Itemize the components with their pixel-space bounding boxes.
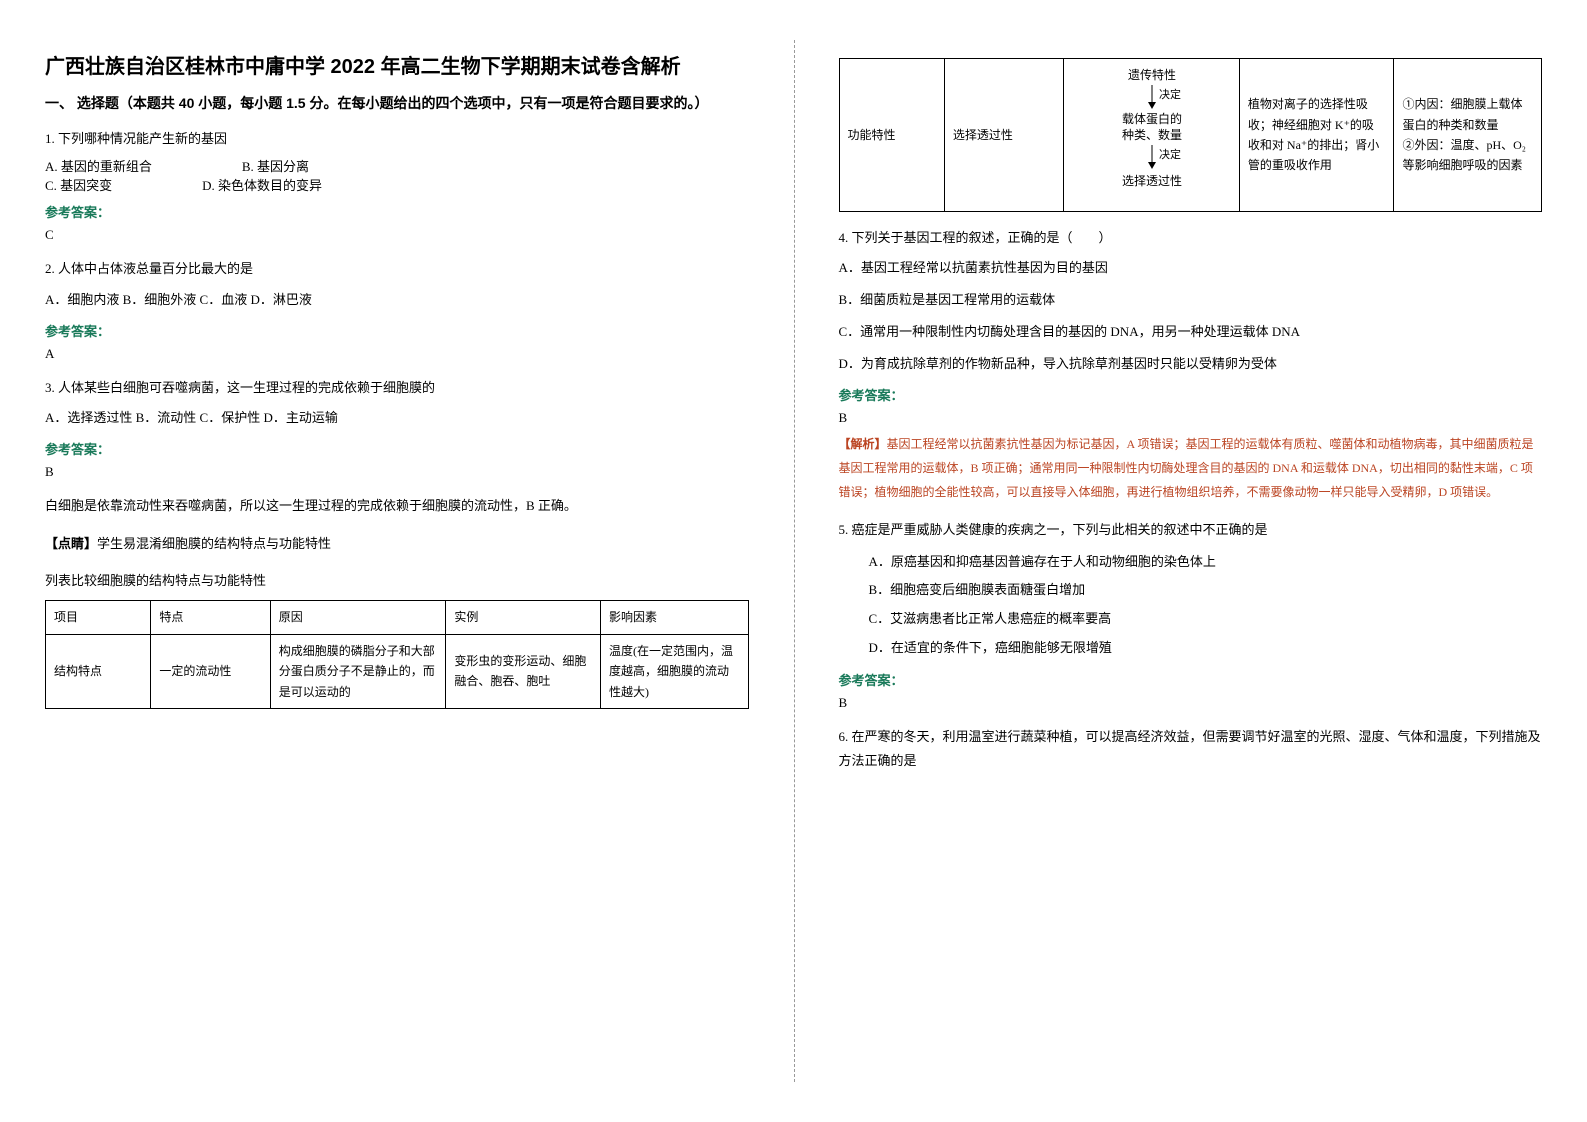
q3-tip-label: 【点睛】 [45, 536, 97, 551]
q1-answer: C [45, 227, 749, 243]
svg-text:种类、数量: 种类、数量 [1122, 127, 1182, 142]
table-header-row: 项目 特点 原因 实例 影响因素 [46, 601, 749, 634]
cell-structure-factor: 温度(在一定范围内，温度越高，细胞膜的流动性越大) [600, 634, 748, 708]
table-row-function: 功能特性 选择透过性 遗传特性 决定 载体蛋白的 种类、数量 决定 选择透过性 … [839, 59, 1542, 212]
svg-text:决定: 决定 [1159, 147, 1181, 161]
q5-opt-b: B．细胞癌变后细胞膜表面糖蛋白增加 [839, 576, 1543, 605]
section-heading: 一、 选择题（本题共 40 小题，每小题 1.5 分。在每小题给出的四个选项中，… [45, 93, 749, 113]
th-factor: 影响因素 [600, 601, 748, 634]
q2-answer: A [45, 346, 749, 362]
q2-answer-label: 参考答案： [45, 321, 749, 340]
q6-stem: 6. 在严寒的冬天，利用温室进行蔬菜种植，可以提高经济效益，但需要调节好温室的光… [839, 725, 1543, 772]
cell-func-reason: 遗传特性 决定 载体蛋白的 种类、数量 决定 选择透过性 [1064, 59, 1240, 212]
q4-explain-label: 【解析】 [839, 437, 887, 451]
q3-stem: 3. 人体某些白细胞可吞噬病菌，这一生理过程的完成依赖于细胞膜的 [45, 376, 749, 399]
arrow-diagram-icon: 遗传特性 决定 载体蛋白的 种类、数量 决定 选择透过性 [1097, 65, 1207, 205]
q4-answer-label: 参考答案： [839, 385, 1543, 404]
membrane-table-part2: 功能特性 选择透过性 遗传特性 决定 载体蛋白的 种类、数量 决定 选择透过性 … [839, 58, 1543, 212]
q4-explain-text: 基因工程经常以抗菌素抗性基因为标记基因，A 项错误；基因工程的运载体有质粒、噬菌… [839, 437, 1534, 499]
q4-stem: 4. 下列关于基因工程的叙述，正确的是（ ） [839, 226, 1543, 249]
svg-text:遗传特性: 遗传特性 [1128, 67, 1176, 82]
table-row-structure: 结构特点 一定的流动性 构成细胞膜的磷脂分子和大部分蛋白质分子不是静止的，而是可… [46, 634, 749, 708]
left-column: 广西壮族自治区桂林市中庸中学 2022 年高二生物下学期期末试卷含解析 一、 选… [0, 0, 794, 1122]
cell-structure-item: 结构特点 [46, 634, 151, 708]
q5-stem: 5. 癌症是严重威胁人类健康的疾病之一，下列与此相关的叙述中不正确的是 [839, 518, 1543, 541]
cell-structure-reason: 构成细胞膜的磷脂分子和大部分蛋白质分子不是静止的，而是可以运动的 [270, 634, 446, 708]
q1-options-row2: C. 基因突变 D. 染色体数目的变异 [45, 175, 749, 194]
cell-func-item: 功能特性 [839, 59, 944, 212]
q2-stem: 2. 人体中占体液总量百分比最大的是 [45, 257, 749, 280]
q4-opt-b: B．细菌质粒是基因工程常用的运载体 [839, 287, 1543, 313]
q3-tip-text: 学生易混淆细胞膜的结构特点与功能特性 [97, 536, 331, 551]
q4-answer: B [839, 410, 1543, 426]
q5-opt-d: D．在适宜的条件下，癌细胞能够无限增殖 [839, 634, 1543, 663]
cell-func-factor: ①内因：细胞膜上载体蛋白的种类和数量 ②外因：温度、pH、O₂等影响细胞呼吸的因… [1394, 59, 1542, 212]
q3-tip: 【点睛】学生易混淆细胞膜的结构特点与功能特性 [45, 532, 749, 555]
cell-func-example: 植物对离子的选择性吸收；神经细胞对 K⁺的吸收和对 Na⁺的排出；肾小管的重吸收… [1239, 59, 1394, 212]
q3-options: A．选择透过性 B．流动性 C．保护性 D．主动运输 [45, 405, 749, 431]
q2-options: A．细胞内液 B．细胞外液 C．血液 D．淋巴液 [45, 287, 749, 313]
svg-text:决定: 决定 [1159, 87, 1181, 101]
q3-answer-label: 参考答案： [45, 439, 749, 458]
th-reason: 原因 [270, 601, 446, 634]
th-example: 实例 [446, 601, 601, 634]
q4-explain: 【解析】基因工程经常以抗菌素抗性基因为标记基因，A 项错误；基因工程的运载体有质… [839, 432, 1543, 504]
svg-text:选择透过性: 选择透过性 [1122, 174, 1182, 188]
q4-opt-d: D．为育成抗除草剂的作物新品种，导入抗除草剂基因时只能以受精卵为受体 [839, 351, 1543, 377]
exam-title: 广西壮族自治区桂林市中庸中学 2022 年高二生物下学期期末试卷含解析 [45, 50, 749, 79]
th-item: 项目 [46, 601, 151, 634]
th-feature: 特点 [151, 601, 270, 634]
q3-note: 白细胞是依靠流动性来吞噬病菌，所以这一生理过程的完成依赖于细胞膜的流动性，B 正… [45, 494, 749, 517]
membrane-table-part1: 项目 特点 原因 实例 影响因素 结构特点 一定的流动性 构成细胞膜的磷脂分子和… [45, 600, 749, 709]
q1-opt-a: A. 基因的重新组合 [45, 156, 152, 175]
q1-stem: 1. 下列哪种情况能产生新的基因 [45, 127, 749, 150]
right-column: 功能特性 选择透过性 遗传特性 决定 载体蛋白的 种类、数量 决定 选择透过性 … [794, 0, 1587, 1122]
cell-structure-feature: 一定的流动性 [151, 634, 270, 708]
q1-answer-label: 参考答案： [45, 202, 749, 221]
svg-text:载体蛋白的: 载体蛋白的 [1122, 111, 1182, 126]
q1-options-row1: A. 基因的重新组合 B. 基因分离 [45, 156, 749, 175]
q1-opt-c: C. 基因突变 [45, 175, 112, 194]
q4-opt-a: A．基因工程经常以抗菌素抗性基因为目的基因 [839, 255, 1543, 281]
q5-opt-a: A．原癌基因和抑癌基因普遍存在于人和动物细胞的染色体上 [839, 548, 1543, 577]
cell-func-feature: 选择透过性 [944, 59, 1063, 212]
q3-table-intro: 列表比较细胞膜的结构特点与功能特性 [45, 569, 749, 592]
q5-opt-c: C．艾滋病患者比正常人患癌症的概率要高 [839, 605, 1543, 634]
q5-answer-label: 参考答案： [839, 670, 1543, 689]
q1-opt-b: B. 基因分离 [242, 156, 309, 175]
cell-structure-example: 变形虫的变形运动、细胞融合、胞吞、胞吐 [446, 634, 601, 708]
q5-answer: B [839, 695, 1543, 711]
q4-opt-c: C．通常用一种限制性内切酶处理含目的基因的 DNA，用另一种处理运载体 DNA [839, 319, 1543, 345]
q1-opt-d: D. 染色体数目的变异 [202, 175, 322, 194]
q3-answer: B [45, 464, 749, 480]
